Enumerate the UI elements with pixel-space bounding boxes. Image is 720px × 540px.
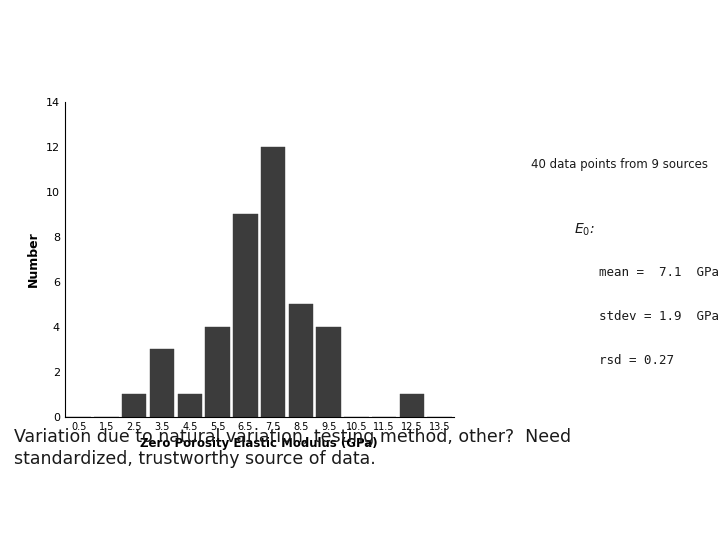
Bar — [400, 394, 424, 417]
Text: Variation due to natural variation, testing method, other?  Need
standardized, t: Variation due to natural variation, test… — [14, 428, 572, 469]
Bar — [178, 394, 202, 417]
Text: mean =  7.1  GPa: mean = 7.1 GPa — [599, 266, 719, 279]
Y-axis label: Number: Number — [27, 231, 40, 287]
Text: 40 data points from 9 sources: 40 data points from 9 sources — [531, 158, 708, 171]
Bar — [122, 394, 146, 417]
Bar — [289, 304, 313, 417]
X-axis label: Zero Porosity Elastic Modulus (GPa): Zero Porosity Elastic Modulus (GPa) — [140, 437, 378, 450]
Bar — [316, 327, 341, 417]
Bar — [150, 349, 174, 417]
Bar — [205, 327, 230, 417]
Text: rsd = 0.27: rsd = 0.27 — [599, 354, 675, 367]
Text: 10: 10 — [693, 519, 709, 532]
Text: stdev = 1.9  GPa: stdev = 1.9 GPa — [599, 309, 719, 323]
Text: Property Variation: Property Variation — [16, 26, 318, 54]
Bar — [233, 214, 258, 417]
Bar — [261, 146, 285, 417]
Text: $E_0$:: $E_0$: — [575, 221, 595, 238]
